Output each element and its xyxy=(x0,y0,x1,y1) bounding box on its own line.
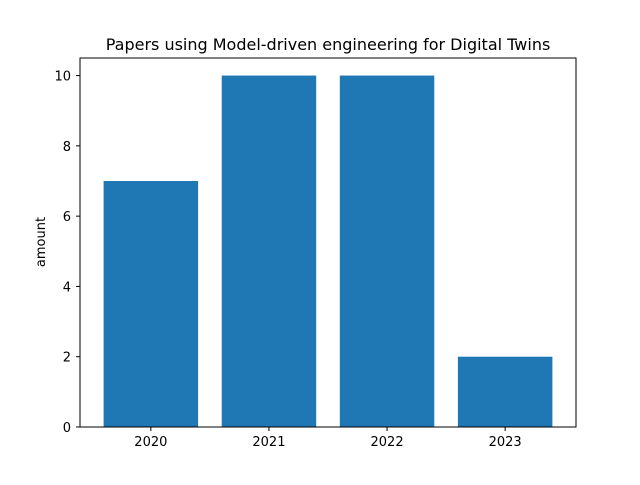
bars-layer xyxy=(103,75,553,428)
x-tick-label: 2021 xyxy=(252,435,285,450)
chart-title: Papers using Model-driven engineering fo… xyxy=(106,35,551,54)
y-axis: 0 2 4 6 8 10 xyxy=(54,70,80,436)
x-tick-label: 2023 xyxy=(489,435,522,450)
y-tick-label: 10 xyxy=(54,70,71,85)
y-tick-label: 2 xyxy=(63,351,71,366)
bar-2022 xyxy=(339,75,435,428)
y-tick-label: 4 xyxy=(63,280,71,295)
plot-frame xyxy=(79,57,577,428)
y-axis-label: amount xyxy=(34,217,49,267)
bar-2020 xyxy=(103,181,199,427)
y-tick-label: 8 xyxy=(63,140,71,155)
y-tick-label: 0 xyxy=(63,421,71,436)
x-tick-label: 2022 xyxy=(371,435,404,450)
y-tick-label: 6 xyxy=(63,210,71,225)
x-axis: 2020 2021 2022 2023 xyxy=(134,427,522,450)
bar-2021 xyxy=(221,75,317,428)
x-tick-label: 2020 xyxy=(134,435,167,450)
bar-2023 xyxy=(457,356,553,427)
